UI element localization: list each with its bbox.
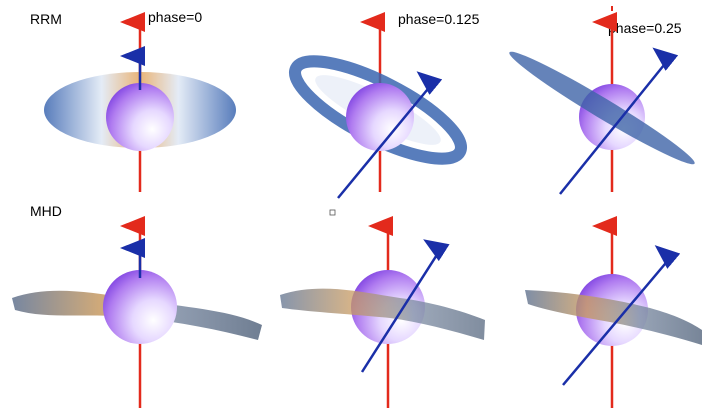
magnetic-axis [337,71,443,199]
speck [611,6,613,11]
star [346,83,414,151]
disk [525,290,702,345]
panel-mhd-1 [280,216,485,408]
panel-rrm-1 [289,12,467,199]
magnetic-axis [360,239,450,373]
marker-square [329,209,336,216]
star [103,270,177,344]
magnetic-axis [559,47,679,195]
magnetic-axis [562,245,681,386]
row-label: RRM [30,11,62,27]
star [106,83,174,151]
panel-rrm-2 [509,12,695,195]
phase-label: phase=0.125 [398,11,480,27]
phase-label: phase=0.25 [608,20,682,36]
disk [509,51,695,165]
panel-mhd-0 [12,216,262,408]
panel-mhd-2 [525,216,702,408]
phase-label: phase=0 [148,9,202,25]
panel-rrm-0 [44,12,236,192]
row-label: MHD [30,203,62,219]
disk [280,288,485,340]
